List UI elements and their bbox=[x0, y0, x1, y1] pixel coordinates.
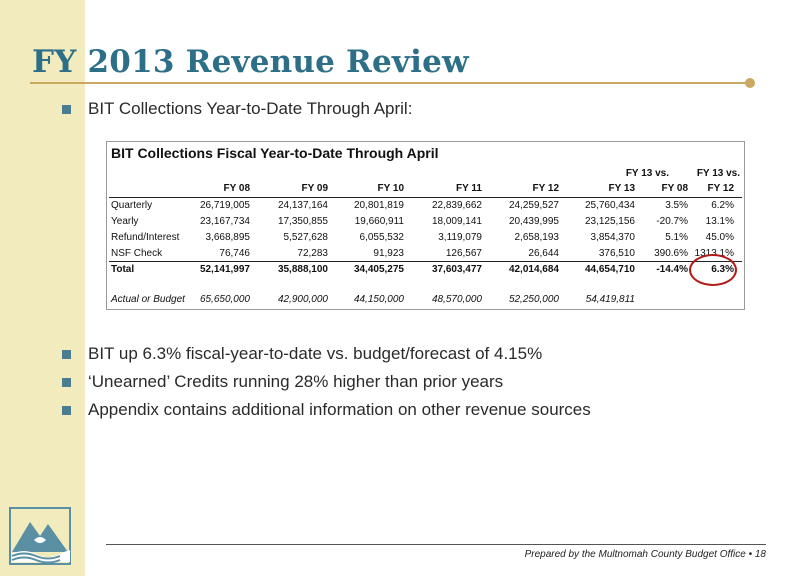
table-cell: -14.4% bbox=[656, 264, 688, 275]
table-cell: 5,527,628 bbox=[283, 232, 329, 243]
page-title: FY 2013 Revenue Review bbox=[32, 44, 469, 80]
title-underline-dot bbox=[745, 78, 755, 88]
col-head-fy12: FY 12 bbox=[532, 183, 560, 194]
col-head-vs-fy08: FY 08 bbox=[661, 183, 689, 194]
title-underline bbox=[30, 82, 750, 84]
square-bullet-icon bbox=[62, 104, 71, 114]
table-cell: 35,888,100 bbox=[277, 264, 328, 275]
table-cell: 65,650,000 bbox=[199, 294, 250, 305]
table-title: BIT Collections Fiscal Year-to-Date Thro… bbox=[111, 145, 439, 161]
table-cell: 72,283 bbox=[297, 248, 328, 259]
row-label-actual-or-budget: Actual or Budget bbox=[111, 294, 185, 305]
col-head-fy10: FY 10 bbox=[377, 183, 405, 194]
table-cell: 25,760,434 bbox=[584, 200, 635, 211]
square-bullet-icon bbox=[62, 405, 71, 415]
table-cell: 3,119,079 bbox=[438, 232, 482, 243]
table-cell: 23,125,156 bbox=[584, 216, 635, 227]
table-cell: 13.1% bbox=[705, 216, 734, 227]
table-cell: -20.7% bbox=[656, 216, 688, 227]
table-cell: 42,014,684 bbox=[508, 264, 559, 275]
row-label-refund-interest: Refund/Interest bbox=[111, 232, 180, 243]
table-cell: 91,923 bbox=[373, 248, 404, 259]
table-cell: 52,141,997 bbox=[199, 264, 250, 275]
bullet-item: ‘Unearned’ Credits running 28% higher th… bbox=[62, 372, 503, 392]
table-cell: 5.1% bbox=[665, 232, 688, 243]
row-label-quarterly: Quarterly bbox=[111, 200, 153, 211]
total-rule bbox=[109, 261, 742, 262]
table-cell: 2,658,193 bbox=[514, 232, 560, 243]
bit-collections-table: BIT Collections Fiscal Year-to-Date Thro… bbox=[106, 141, 745, 310]
table-cell: 44,654,710 bbox=[584, 264, 635, 275]
bullet-text: ‘Unearned’ Credits running 28% higher th… bbox=[88, 372, 504, 391]
table-cell: 20,801,819 bbox=[353, 200, 404, 211]
table-cell: 376,510 bbox=[598, 248, 635, 259]
table-cell: 126,567 bbox=[445, 248, 482, 259]
table-cell: 76,746 bbox=[219, 248, 250, 259]
table-cell: 52,250,000 bbox=[508, 294, 559, 305]
table-cell: 24,259,527 bbox=[508, 200, 559, 211]
table-cell: 37,603,477 bbox=[431, 264, 482, 275]
table-cell: 26,644 bbox=[528, 248, 559, 259]
col-head-fy09: FY 09 bbox=[301, 183, 329, 194]
table-cell: 26,719,005 bbox=[199, 200, 250, 211]
table-cell: 6,055,532 bbox=[359, 232, 405, 243]
col-head-vs-fy12: FY 12 bbox=[707, 183, 735, 194]
col-head-fy08: FY 08 bbox=[223, 183, 251, 194]
table-cell: 42,900,000 bbox=[277, 294, 328, 305]
table-cell: 23,167,734 bbox=[199, 216, 250, 227]
table-cell: 48,570,000 bbox=[431, 294, 482, 305]
table-cell: 17,350,855 bbox=[277, 216, 328, 227]
county-logo-icon bbox=[9, 507, 71, 565]
col-head-top-fy08: FY 13 vs. bbox=[625, 168, 669, 179]
row-label-yearly: Yearly bbox=[111, 216, 139, 227]
bullet-item: BIT up 6.3% fiscal-year-to-date vs. budg… bbox=[62, 344, 542, 364]
row-label-total: Total bbox=[111, 264, 135, 275]
col-head-fy11: FY 11 bbox=[456, 183, 482, 194]
square-bullet-icon bbox=[62, 377, 71, 387]
table-cell: 45.0% bbox=[705, 232, 734, 243]
col-head-top-fy12: FY 13 vs. bbox=[696, 168, 740, 179]
bullet-text: BIT up 6.3% fiscal-year-to-date vs. budg… bbox=[88, 344, 543, 363]
left-accent-band bbox=[0, 0, 85, 576]
table-cell: 19,660,911 bbox=[354, 216, 404, 227]
bullet-text: Appendix contains additional information… bbox=[88, 400, 591, 419]
table-cell: 3.5% bbox=[665, 200, 688, 211]
table-cell: 6.2% bbox=[711, 200, 734, 211]
table-cell: 20,439,995 bbox=[508, 216, 559, 227]
table-cell: 3,854,370 bbox=[590, 232, 636, 243]
intro-bullet-text: BIT Collections Year-to-Date Through Apr… bbox=[88, 99, 413, 118]
table-cell: 24,137,164 bbox=[277, 200, 328, 211]
footer-text: Prepared by the Multnomah County Budget … bbox=[524, 549, 766, 560]
table-cell: 390.6% bbox=[654, 248, 688, 259]
bullet-item: Appendix contains additional information… bbox=[62, 400, 591, 420]
col-head-fy13: FY 13 bbox=[608, 183, 636, 194]
footer-rule bbox=[106, 544, 766, 545]
table-cell: 44,150,000 bbox=[353, 294, 404, 305]
table-cell: 54,419,811 bbox=[585, 294, 635, 305]
table-cell: 3,668,895 bbox=[205, 232, 251, 243]
row-label-nsf-check: NSF Check bbox=[111, 248, 163, 259]
table-cell: 18,009,141 bbox=[431, 216, 482, 227]
table-cell: 34,405,275 bbox=[353, 264, 404, 275]
table-cell: 22,839,662 bbox=[431, 200, 482, 211]
table-cell: 1313.1% bbox=[694, 248, 734, 259]
square-bullet-icon bbox=[62, 349, 71, 359]
header-rule bbox=[109, 197, 742, 198]
highlight-circle bbox=[689, 254, 737, 286]
intro-bullet: BIT Collections Year-to-Date Through Apr… bbox=[62, 99, 412, 119]
